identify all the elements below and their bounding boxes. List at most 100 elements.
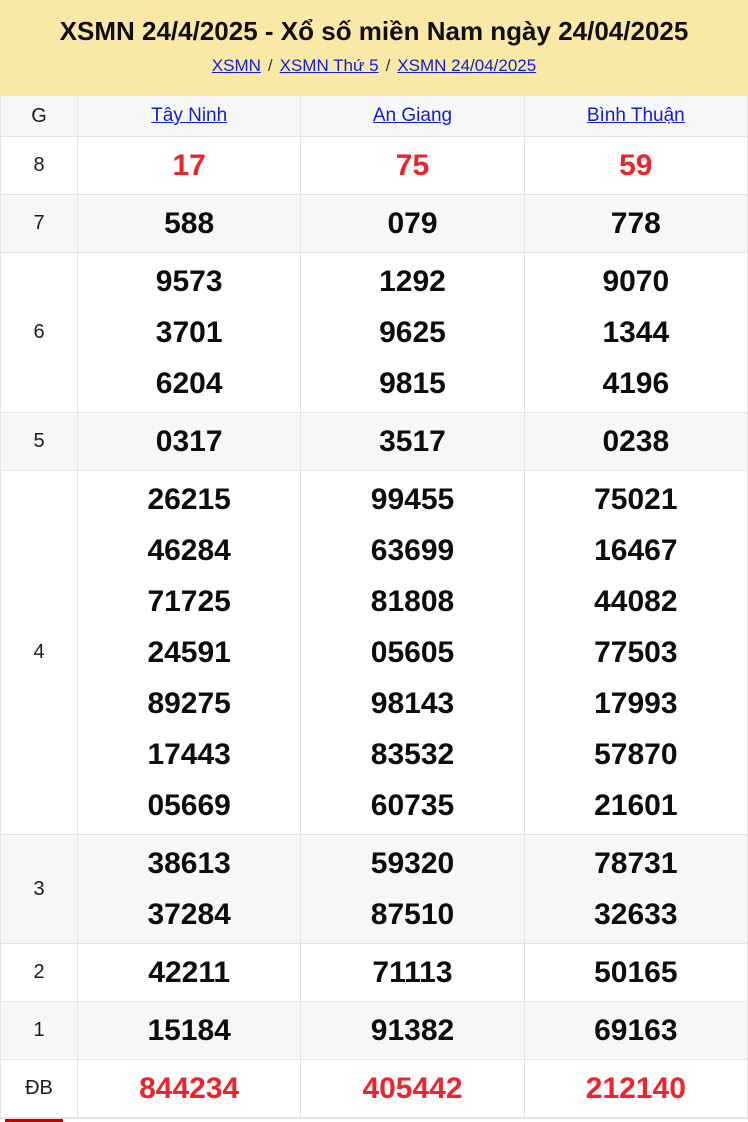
result-number: 75021 (594, 483, 678, 516)
result-number: 9625 (379, 316, 446, 349)
result-number: 588 (164, 207, 215, 240)
prize-label: 1 (1, 1002, 78, 1059)
result-cell: 78731 32633 (525, 835, 747, 943)
result-cell: 42211 (78, 944, 302, 1001)
result-number: 212140 (585, 1072, 686, 1105)
result-number: 3517 (379, 425, 446, 458)
result-number: 50165 (594, 956, 678, 989)
result-cell: 212140 (525, 1060, 747, 1117)
table-bottom-border (0, 1118, 748, 1119)
prize-column-header: G (1, 96, 78, 136)
province-header-cell: Bình Thuận (525, 96, 747, 136)
result-number: 16467 (594, 534, 678, 567)
result-cell: 3517 (301, 413, 525, 470)
result-number: 0317 (155, 425, 223, 458)
result-cell: 405442 (301, 1060, 525, 1117)
result-number: 59 (619, 149, 653, 182)
result-number: 71725 (147, 585, 231, 618)
result-number: 05605 (370, 636, 455, 669)
result-number: 91382 (370, 1014, 455, 1047)
result-number: 60735 (370, 789, 455, 822)
result-number: 15184 (147, 1014, 231, 1047)
result-cell: 9070 1344 4196 (525, 253, 747, 412)
results-table: G Tây Ninh An Giang Bình Thuận 8 17 75 59 7 588 07… (0, 95, 748, 1118)
province-header-cell: An Giang (301, 96, 525, 136)
province-link[interactable]: Tây Ninh (151, 105, 228, 126)
result-number: 77503 (594, 636, 678, 669)
result-number: 87510 (370, 898, 455, 931)
result-number: 24591 (147, 636, 231, 669)
province-link[interactable]: An Giang (372, 105, 453, 126)
result-number: 98143 (370, 687, 455, 720)
result-number: 3701 (155, 316, 223, 349)
result-number: 844234 (139, 1072, 240, 1105)
result-cell: 50165 (525, 944, 747, 1001)
result-number: 05669 (147, 789, 231, 822)
result-number: 71113 (372, 956, 453, 989)
result-cell: 71113 (301, 944, 525, 1001)
result-number: 1292 (379, 265, 446, 298)
province-link[interactable]: Bình Thuận (586, 105, 685, 126)
result-cell: 59 (525, 137, 747, 194)
result-number: 99455 (370, 483, 455, 516)
result-number: 9573 (155, 265, 223, 298)
result-cell: 91382 (301, 1002, 525, 1059)
result-cell: 588 (78, 195, 302, 252)
province-header-cell: Tây Ninh (78, 96, 302, 136)
result-number: 1344 (602, 316, 670, 349)
result-cell: 9573 3701 6204 (78, 253, 302, 412)
result-cell: 17 (78, 137, 302, 194)
result-number: 26215 (147, 483, 231, 516)
breadcrumb-separator: / (267, 56, 273, 75)
result-number: 9815 (379, 367, 446, 400)
result-number: 778 (610, 207, 661, 240)
result-cell: 0317 (78, 413, 302, 470)
result-cell: 99455 63699 81808 05605 98143 83532 60735 (301, 471, 525, 834)
result-cell: 844234 (78, 1060, 302, 1117)
result-cell: 75 (301, 137, 525, 194)
result-number: 21601 (594, 789, 678, 822)
prize-row-5: 5 0317 3517 0238 (1, 412, 747, 470)
page-header: XSMN 24/4/2025 - Xổ số miền Nam ngày 24/… (0, 0, 748, 95)
prize-label: 8 (1, 137, 78, 194)
result-number: 37284 (147, 898, 231, 931)
table-header-row: G Tây Ninh An Giang Bình Thuận (1, 95, 747, 136)
result-number: 63699 (370, 534, 455, 567)
result-number: 17443 (147, 738, 231, 771)
result-number: 0238 (602, 425, 670, 458)
result-number: 75 (395, 149, 430, 182)
breadcrumb: XSMN / XSMN Thứ 5 / XSMN 24/04/2025 (0, 56, 748, 76)
prize-row-ĐB: ĐB 844234 405442 212140 (1, 1059, 747, 1117)
prize-row-7: 7 588 079 778 (1, 194, 747, 252)
page-title: XSMN 24/4/2025 - Xổ số miền Nam ngày 24/… (59, 16, 689, 46)
breadcrumb-link[interactable]: XSMN (211, 56, 261, 75)
result-number: 17993 (594, 687, 678, 720)
result-number: 44082 (594, 585, 678, 618)
result-cell: 59320 87510 (301, 835, 525, 943)
result-cell: 15184 (78, 1002, 302, 1059)
result-number: 4196 (602, 367, 670, 400)
result-cell: 778 (525, 195, 747, 252)
result-number: 81808 (370, 585, 455, 618)
breadcrumb-link[interactable]: XSMN Thứ 5 (279, 56, 379, 75)
breadcrumb-link[interactable]: XSMN 24/04/2025 (397, 56, 537, 75)
result-cell: 26215 46284 71725 24591 89275 17443 05669 (78, 471, 302, 834)
result-number: 9070 (602, 265, 670, 298)
result-number: 83532 (370, 738, 455, 771)
result-cell: 38613 37284 (78, 835, 302, 943)
prize-row-4: 4 26215 46284 71725 24591 89275 17443 05669 9945… (1, 470, 747, 834)
result-number: 89275 (147, 687, 231, 720)
prize-label: ĐB (1, 1060, 78, 1117)
result-number: 59320 (370, 847, 455, 880)
result-number: 32633 (594, 898, 678, 931)
prize-row-2: 2 42211 71113 50165 (1, 943, 747, 1001)
result-number: 42211 (148, 956, 231, 989)
prize-label: 2 (1, 944, 78, 1001)
prize-row-8: 8 17 75 59 (1, 136, 747, 194)
result-cell: 69163 (525, 1002, 747, 1059)
result-cell: 1292 9625 9815 (301, 253, 525, 412)
prize-label: 4 (1, 471, 78, 834)
result-number: 6204 (155, 367, 223, 400)
prize-label: 7 (1, 195, 78, 252)
